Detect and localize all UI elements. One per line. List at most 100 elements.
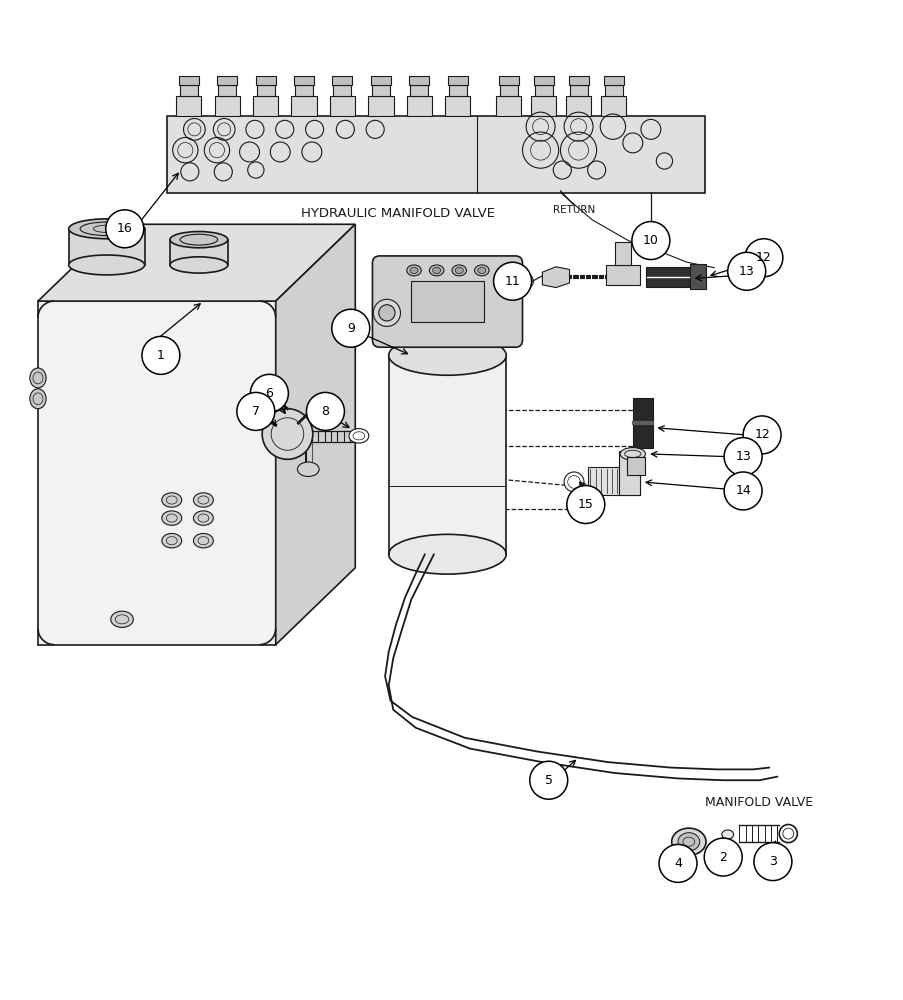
Bar	[406, 96, 432, 116]
Ellipse shape	[509, 272, 533, 290]
FancyBboxPatch shape	[411, 281, 483, 322]
Bar	[371, 85, 389, 96]
Circle shape	[727, 252, 765, 290]
Circle shape	[493, 262, 531, 300]
FancyBboxPatch shape	[587, 467, 639, 495]
Ellipse shape	[410, 267, 417, 274]
Circle shape	[250, 374, 288, 412]
Text: 8: 8	[321, 405, 329, 418]
Text: 3: 3	[768, 855, 776, 868]
Bar	[603, 76, 623, 85]
Circle shape	[306, 392, 344, 430]
Ellipse shape	[671, 828, 705, 855]
Ellipse shape	[297, 462, 319, 476]
Bar	[294, 85, 312, 96]
Circle shape	[566, 486, 604, 524]
Text: 15: 15	[577, 498, 593, 511]
Circle shape	[331, 309, 369, 347]
Circle shape	[744, 239, 782, 277]
Ellipse shape	[111, 611, 134, 627]
Bar	[600, 96, 626, 116]
Bar	[370, 76, 390, 85]
Ellipse shape	[429, 265, 443, 276]
Text: 7: 7	[252, 405, 259, 418]
Text: RETURN: RETURN	[553, 205, 594, 215]
Ellipse shape	[193, 511, 213, 525]
Bar	[388, 355, 506, 554]
Circle shape	[753, 843, 791, 881]
Bar	[253, 96, 278, 116]
Ellipse shape	[433, 267, 441, 274]
Bar	[448, 85, 466, 96]
Polygon shape	[542, 267, 569, 288]
Ellipse shape	[170, 232, 228, 248]
Ellipse shape	[373, 299, 400, 326]
Ellipse shape	[677, 833, 699, 851]
Ellipse shape	[455, 267, 463, 274]
Bar	[179, 76, 199, 85]
FancyBboxPatch shape	[627, 457, 645, 475]
Bar	[214, 96, 239, 116]
Bar	[291, 96, 316, 116]
Circle shape	[723, 438, 761, 476]
Circle shape	[723, 472, 761, 510]
Bar	[217, 76, 237, 85]
Circle shape	[658, 844, 696, 882]
Bar	[614, 242, 630, 265]
Ellipse shape	[778, 825, 796, 843]
Bar	[605, 265, 639, 285]
Circle shape	[142, 336, 180, 374]
Circle shape	[742, 416, 780, 454]
Bar	[167, 116, 704, 193]
Bar	[180, 85, 198, 96]
Ellipse shape	[162, 493, 182, 507]
Bar	[176, 96, 201, 116]
Bar	[409, 76, 429, 85]
Bar	[632, 398, 652, 448]
Bar	[170, 240, 228, 265]
Circle shape	[106, 210, 144, 248]
Ellipse shape	[30, 368, 46, 388]
Text: HYDRAULIC MANIFOLD VALVE: HYDRAULIC MANIFOLD VALVE	[301, 207, 494, 220]
Text: 10: 10	[642, 234, 658, 247]
Polygon shape	[38, 224, 355, 301]
Circle shape	[237, 392, 275, 430]
Circle shape	[529, 761, 567, 799]
Bar	[535, 85, 553, 96]
Circle shape	[703, 838, 741, 876]
Bar	[499, 85, 517, 96]
Ellipse shape	[162, 533, 182, 548]
Ellipse shape	[452, 265, 466, 276]
Ellipse shape	[30, 389, 46, 409]
Ellipse shape	[721, 830, 733, 839]
Bar	[293, 76, 313, 85]
Text: 16: 16	[116, 222, 133, 235]
Ellipse shape	[563, 472, 583, 492]
Text: MANIFOLD VALVE: MANIFOLD VALVE	[704, 796, 813, 809]
Ellipse shape	[388, 335, 506, 375]
Ellipse shape	[619, 448, 645, 460]
Ellipse shape	[162, 511, 182, 525]
Ellipse shape	[406, 265, 421, 276]
Ellipse shape	[69, 255, 144, 275]
Text: 13: 13	[738, 265, 754, 278]
Ellipse shape	[474, 265, 489, 276]
Ellipse shape	[193, 533, 213, 548]
Bar	[218, 85, 236, 96]
Bar	[531, 96, 556, 116]
Text: 2: 2	[719, 851, 726, 864]
Ellipse shape	[378, 305, 395, 321]
Bar	[565, 96, 591, 116]
Bar	[604, 85, 622, 96]
Bar	[646, 267, 689, 287]
Ellipse shape	[388, 534, 506, 574]
Circle shape	[631, 222, 669, 260]
Polygon shape	[38, 301, 275, 645]
Bar	[496, 96, 521, 116]
Ellipse shape	[193, 493, 213, 507]
Bar	[69, 229, 144, 265]
Text: 4: 4	[674, 857, 681, 870]
Polygon shape	[275, 224, 355, 645]
Bar	[498, 76, 518, 85]
Text: 11: 11	[504, 275, 520, 288]
